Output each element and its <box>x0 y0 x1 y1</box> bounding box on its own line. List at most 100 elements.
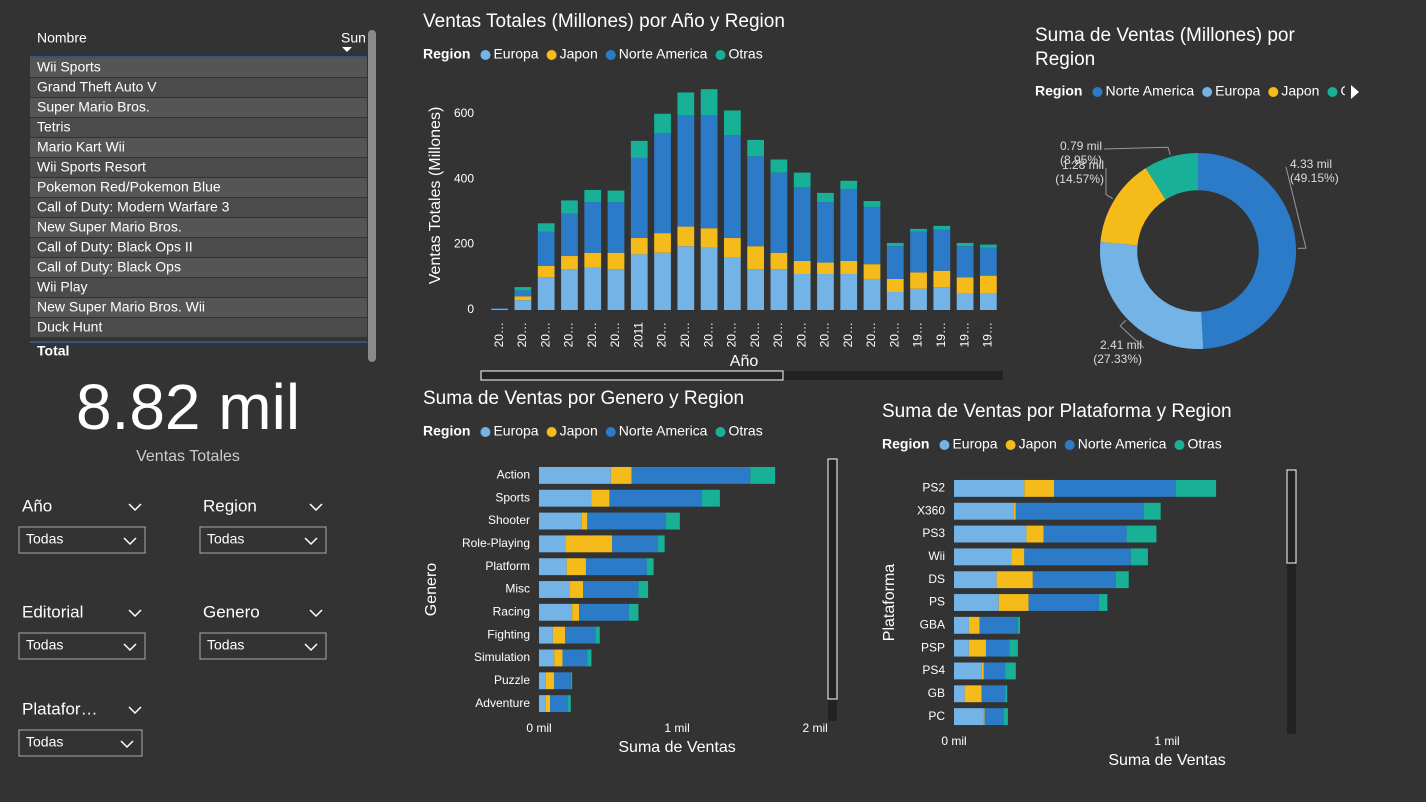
bar-segment[interactable] <box>565 626 596 644</box>
bar-segment[interactable] <box>700 247 718 310</box>
table-row[interactable] <box>30 98 367 117</box>
bar-segment[interactable] <box>723 110 741 135</box>
slicer-dropdown[interactable] <box>18 729 143 757</box>
bar-segment[interactable] <box>545 695 551 713</box>
bar-segment[interactable] <box>886 278 904 293</box>
slicer-chevron[interactable] <box>304 643 318 652</box>
bar-segment[interactable] <box>539 558 567 576</box>
bar-segment[interactable] <box>1115 571 1129 589</box>
bar-segment[interactable] <box>956 293 974 310</box>
donut-slice[interactable] <box>1100 241 1204 349</box>
bar-segment[interactable] <box>984 708 1004 726</box>
bar-segment[interactable] <box>587 512 667 530</box>
bar-segment[interactable] <box>979 293 997 310</box>
bar-segment[interactable] <box>933 229 951 271</box>
bar-segment[interactable] <box>996 571 1033 589</box>
bar-segment[interactable] <box>1028 594 1099 611</box>
bar-segment[interactable] <box>568 695 571 713</box>
bar-segment[interactable] <box>956 242 974 247</box>
bar-segment[interactable] <box>723 134 741 239</box>
bar-segment[interactable] <box>968 639 986 657</box>
bar-segment[interactable] <box>677 92 695 116</box>
bar-segment[interactable] <box>886 292 904 310</box>
donut-slice[interactable] <box>1198 153 1296 349</box>
bar-segment[interactable] <box>631 466 751 484</box>
bar-segment[interactable] <box>539 581 570 598</box>
bar-segment[interactable] <box>954 525 1027 543</box>
bar-segment[interactable] <box>561 256 578 270</box>
bar-segment[interactable] <box>954 662 982 680</box>
slicer-chevron[interactable] <box>120 740 134 749</box>
bar-segment[interactable] <box>654 233 671 253</box>
bar-segment[interactable] <box>607 269 625 310</box>
bar-segment[interactable] <box>954 548 1012 566</box>
bar-segment[interactable] <box>954 571 997 589</box>
bar-segment[interactable] <box>954 479 1025 497</box>
bar-segment[interactable] <box>979 275 997 294</box>
slicer-collapse[interactable] <box>128 706 142 715</box>
legend-label[interactable]: Japon <box>1281 83 1319 99</box>
bar-segment[interactable] <box>630 238 648 255</box>
bar-segment[interactable] <box>552 626 566 644</box>
table-row[interactable] <box>30 78 367 97</box>
bar-segment[interactable] <box>964 685 982 703</box>
bar-segment[interactable] <box>607 202 625 253</box>
slicer-dropdown[interactable] <box>18 632 146 660</box>
bar-segment[interactable] <box>609 489 702 507</box>
bar-segment[interactable] <box>793 187 811 261</box>
slicer-collapse[interactable] <box>309 609 323 618</box>
bar-segment[interactable] <box>1143 502 1161 520</box>
bar-segment[interactable] <box>983 662 1006 680</box>
bar-segment[interactable] <box>985 639 1010 657</box>
bar-segment[interactable] <box>677 115 695 227</box>
bar-segment[interactable] <box>561 269 578 310</box>
bar-segment[interactable] <box>554 649 563 667</box>
slicer-dropdown[interactable] <box>199 526 327 554</box>
bar-segment[interactable] <box>954 685 965 703</box>
bar-segment[interactable] <box>566 558 586 576</box>
bar-segment[interactable] <box>570 672 573 690</box>
bar-segment[interactable] <box>747 139 765 157</box>
bar-segment[interactable] <box>1054 479 1176 497</box>
bar-segment[interactable] <box>579 603 629 621</box>
bar-segment[interactable] <box>770 252 788 270</box>
slicer-dropdown[interactable] <box>18 526 146 554</box>
bar-segment[interactable] <box>840 274 858 310</box>
bar-segment[interactable] <box>1015 502 1144 520</box>
x-scrollbar-thumb[interactable] <box>480 370 784 381</box>
legend-label[interactable]: Otras <box>728 423 762 439</box>
bar-segment[interactable] <box>539 512 582 530</box>
bar-segment[interactable] <box>1013 502 1016 520</box>
bar-segment[interactable] <box>1024 479 1055 497</box>
table-row[interactable] <box>30 298 367 317</box>
y-scrollbar-thumb[interactable] <box>1286 469 1297 564</box>
bar-segment[interactable] <box>770 172 788 253</box>
bar-segment[interactable] <box>750 466 776 484</box>
table-scrollbar[interactable] <box>368 30 376 362</box>
bar-segment[interactable] <box>954 594 999 611</box>
bar-segment[interactable] <box>539 649 555 667</box>
bar-segment[interactable] <box>539 466 611 484</box>
donut-slice[interactable] <box>1145 153 1198 200</box>
table-row[interactable] <box>30 158 367 177</box>
bar-segment[interactable] <box>979 616 1018 634</box>
bar-segment[interactable] <box>700 89 718 116</box>
slicer-collapse[interactable] <box>309 503 323 512</box>
bar-segment[interactable] <box>630 157 648 239</box>
bar-segment[interactable] <box>817 192 834 203</box>
bar-segment[interactable] <box>700 228 718 248</box>
bar-segment[interactable] <box>628 603 639 621</box>
table-row[interactable] <box>30 198 367 217</box>
bar-segment[interactable] <box>630 140 648 158</box>
bar-segment[interactable] <box>539 695 546 713</box>
bar-segment[interactable] <box>933 270 951 288</box>
bar-segment[interactable] <box>1098 594 1108 611</box>
bar-segment[interactable] <box>747 246 765 270</box>
bar-segment[interactable] <box>793 274 811 310</box>
bar-segment[interactable] <box>954 639 969 657</box>
bar-segment[interactable] <box>550 695 568 713</box>
bar-segment[interactable] <box>607 190 625 203</box>
bar-segment[interactable] <box>569 581 584 598</box>
legend-label[interactable]: Norte America <box>619 46 708 62</box>
bar-segment[interactable] <box>863 264 881 279</box>
